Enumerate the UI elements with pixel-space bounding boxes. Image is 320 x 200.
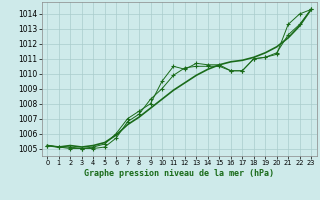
X-axis label: Graphe pression niveau de la mer (hPa): Graphe pression niveau de la mer (hPa) bbox=[84, 169, 274, 178]
